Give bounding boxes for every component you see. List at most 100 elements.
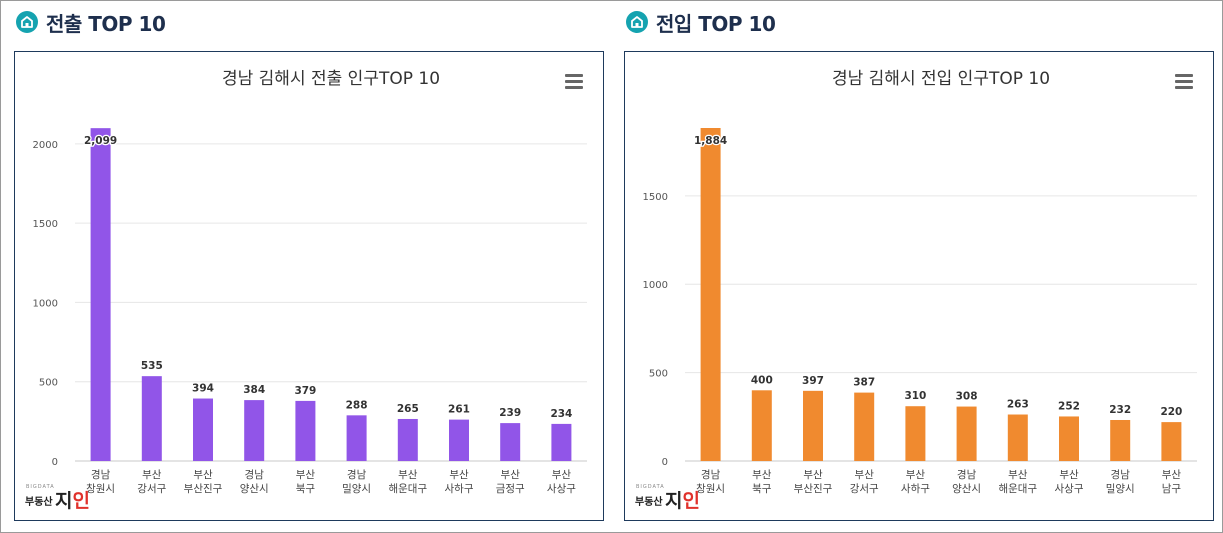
y-tick-label: 500	[39, 378, 58, 389]
x-tick-label: 창원시	[696, 483, 725, 495]
data-label: 234	[550, 408, 572, 420]
data-label: 394	[192, 383, 214, 395]
bar	[1007, 414, 1028, 461]
section-header-inflow: 전입 TOP 10	[626, 8, 776, 36]
y-tick-label: 500	[649, 369, 668, 380]
bar	[397, 418, 418, 461]
y-tick-label: 0	[52, 457, 58, 468]
bar	[1059, 416, 1079, 461]
x-tick-label: 부산	[752, 469, 772, 481]
data-label: 1,884	[694, 135, 727, 147]
x-tick-label: 해운대구	[388, 482, 427, 495]
data-label: 220	[1160, 406, 1182, 418]
data-label: 261	[448, 404, 470, 416]
x-tick-label: 해운대구	[998, 482, 1037, 495]
x-tick-label: 부산	[193, 469, 213, 481]
x-tick-label: 양산시	[240, 483, 269, 495]
x-tick-label: 경남	[701, 468, 721, 481]
logo-mark-part-1: 지	[55, 490, 73, 512]
bar	[500, 423, 521, 461]
bar	[90, 128, 111, 461]
logo-text: 부동산	[635, 497, 663, 508]
x-tick-label: 경남	[347, 468, 367, 481]
logo-small-text: BIGDATA	[636, 484, 665, 490]
section-title: 전출 TOP 10	[46, 11, 166, 36]
x-tick-label: 북구	[296, 483, 316, 495]
bar	[803, 390, 823, 461]
home-icon	[16, 11, 38, 33]
home-icon	[626, 11, 648, 33]
x-tick-label: 부산	[552, 469, 572, 481]
menu-icon[interactable]	[565, 74, 583, 89]
data-label: 308	[956, 391, 978, 403]
y-tick-label: 1500	[643, 192, 668, 203]
bar	[193, 398, 213, 461]
x-tick-label: 부산	[855, 469, 875, 481]
x-tick-label: 남구	[1162, 483, 1182, 495]
data-label: 263	[1007, 399, 1029, 411]
bar	[905, 406, 926, 461]
bar	[956, 406, 977, 461]
data-label: 310	[904, 390, 926, 402]
x-tick-label: 사상구	[547, 483, 576, 495]
x-tick-label: 부산	[1162, 469, 1182, 481]
chart-panel-inflow: 경남 김해시 전입 인구TOP 10 0 500 1000 1500 1,884 경남 창원시…	[624, 51, 1214, 521]
bar	[1110, 419, 1131, 461]
x-tick-label: 부산	[501, 469, 521, 481]
logo-mark-part-2: 인	[682, 490, 700, 512]
x-tick-label: 경남	[957, 468, 977, 481]
x-tick-label: 강서구	[850, 483, 879, 495]
x-tick-label: 부산	[1008, 469, 1028, 481]
brand-logo: BIGDATA 부동산 지인	[635, 484, 705, 512]
logo-small-text: BIGDATA	[26, 484, 55, 490]
x-tick-label: 부산	[449, 469, 469, 481]
data-label: 535	[141, 360, 163, 372]
bar	[244, 400, 265, 461]
bar	[854, 392, 875, 461]
x-tick-label: 금정구	[496, 483, 525, 495]
bar	[346, 415, 367, 461]
bar	[551, 423, 572, 461]
brand-logo: BIGDATA 부동산 지인	[25, 484, 95, 513]
x-tick-label: 부산진구	[794, 483, 833, 495]
x-tick-label: 밀양시	[342, 483, 371, 495]
bar-chart-inflow: 경남 김해시 전입 인구TOP 10 0 500 1000 1500 1,884 경남창원시…	[643, 69, 1197, 495]
bar	[1161, 422, 1182, 461]
data-label: 379	[294, 385, 316, 397]
x-tick-label: 사상구	[1055, 483, 1084, 495]
logo-mark: 지인	[55, 486, 90, 513]
x-tick-label: 경남	[245, 468, 265, 481]
data-label: 2,099	[84, 135, 117, 147]
section-title: 전입 TOP 10	[656, 11, 776, 36]
bar	[141, 376, 162, 461]
bar-chart-outflow: 경남 김해시 전출 인구TOP 10 0 500 1000 1500 2000 2,099 경…	[33, 69, 587, 495]
y-tick-label: 1500	[33, 219, 58, 230]
data-label: 265	[397, 403, 419, 415]
x-tick-label: 부산진구	[184, 483, 223, 495]
x-tick-label: 경남	[91, 468, 111, 481]
y-tick-label: 0	[662, 457, 668, 468]
bar	[751, 390, 772, 461]
x-tick-label: 북구	[752, 483, 772, 495]
x-tick-label: 강서구	[137, 483, 166, 495]
data-label: 252	[1058, 400, 1080, 412]
menu-icon[interactable]	[1175, 74, 1193, 89]
data-label: 384	[243, 384, 265, 396]
data-label: 288	[346, 399, 368, 411]
x-tick-label: 밀양시	[1106, 483, 1135, 495]
x-tick-label: 사하구	[445, 482, 474, 495]
data-label: 397	[802, 375, 824, 387]
logo-text: 부동산	[25, 497, 53, 508]
bar	[449, 419, 469, 461]
x-tick-label: 부산	[803, 469, 823, 481]
chart-panel-outflow: 경남 김해시 전출 인구TOP 10 0 500 1000 1500 2000 2,099 경…	[14, 51, 604, 521]
section-header-outflow: 전출 TOP 10	[16, 8, 166, 36]
x-tick-label: 양산시	[952, 483, 981, 495]
y-tick-label: 2000	[33, 140, 58, 151]
x-tick-label: 부산	[398, 469, 418, 481]
chart-title: 경남 김해시 전출 인구TOP 10	[222, 69, 440, 89]
y-tick-label: 1000	[33, 298, 58, 309]
x-tick-label: 경남	[1111, 468, 1131, 481]
bar	[295, 400, 316, 461]
data-label: 400	[751, 374, 773, 386]
